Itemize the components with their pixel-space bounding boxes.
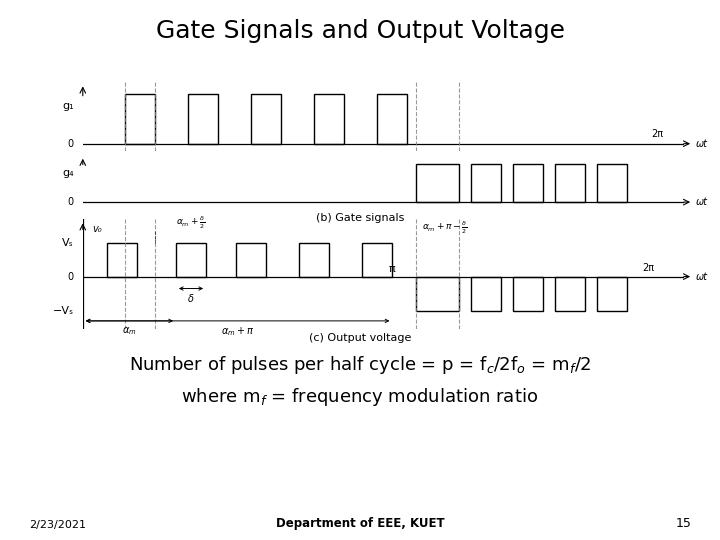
Bar (107, 242, 137, 276)
Text: (c) Output voltage: (c) Output voltage (309, 333, 411, 343)
Text: v₀: v₀ (92, 224, 102, 234)
Bar (188, 93, 218, 144)
Text: $\alpha_m+\pi$: $\alpha_m+\pi$ (221, 325, 254, 338)
Text: $\alpha_m$: $\alpha_m$ (122, 325, 137, 337)
Bar (176, 242, 206, 276)
Text: $\delta$: $\delta$ (187, 292, 195, 304)
Text: ωt: ωt (696, 272, 708, 281)
Bar (125, 93, 155, 144)
Bar (416, 164, 459, 202)
Text: π: π (389, 264, 396, 274)
Text: 2π: 2π (651, 129, 663, 139)
Text: Number of pulses per half cycle = p = f$_c$/2f$_o$ = m$_f$/2: Number of pulses per half cycle = p = f$… (129, 354, 591, 376)
Text: 0: 0 (68, 197, 73, 207)
Text: $\alpha_m+\frac{\delta}{2}$: $\alpha_m+\frac{\delta}{2}$ (176, 214, 206, 231)
Bar (314, 93, 344, 144)
Text: Gate Signals and Output Voltage: Gate Signals and Output Voltage (156, 19, 564, 43)
Text: g₁: g₁ (62, 101, 73, 111)
Bar (416, 276, 459, 310)
Text: Vₛ: Vₛ (62, 238, 73, 247)
Text: −Vₛ: −Vₛ (53, 306, 73, 316)
Bar (300, 242, 329, 276)
Bar (597, 164, 627, 202)
Bar (513, 276, 543, 310)
Bar (251, 93, 282, 144)
Text: 2π: 2π (642, 263, 654, 273)
Text: ωt: ωt (696, 139, 708, 148)
Text: ωt: ωt (696, 197, 708, 207)
Text: 15: 15 (675, 517, 691, 530)
Bar (377, 93, 408, 144)
Text: 0: 0 (68, 272, 73, 281)
Text: g₄: g₄ (62, 168, 73, 178)
Bar (471, 164, 500, 202)
Bar (597, 276, 627, 310)
Text: 2/23/2021: 2/23/2021 (29, 520, 86, 530)
Text: where m$_f$ = frequency modulation ratio: where m$_f$ = frequency modulation ratio (181, 386, 539, 408)
Text: $\alpha_m+\pi-\frac{\delta}{2}$: $\alpha_m+\pi-\frac{\delta}{2}$ (423, 219, 468, 236)
Text: Department of EEE, KUET: Department of EEE, KUET (276, 517, 444, 530)
Bar (554, 276, 585, 310)
Bar (513, 164, 543, 202)
Bar (236, 242, 266, 276)
Text: 0: 0 (68, 139, 73, 148)
Bar (471, 276, 500, 310)
Bar (362, 242, 392, 276)
Bar (554, 164, 585, 202)
Text: (b) Gate signals: (b) Gate signals (316, 213, 404, 224)
